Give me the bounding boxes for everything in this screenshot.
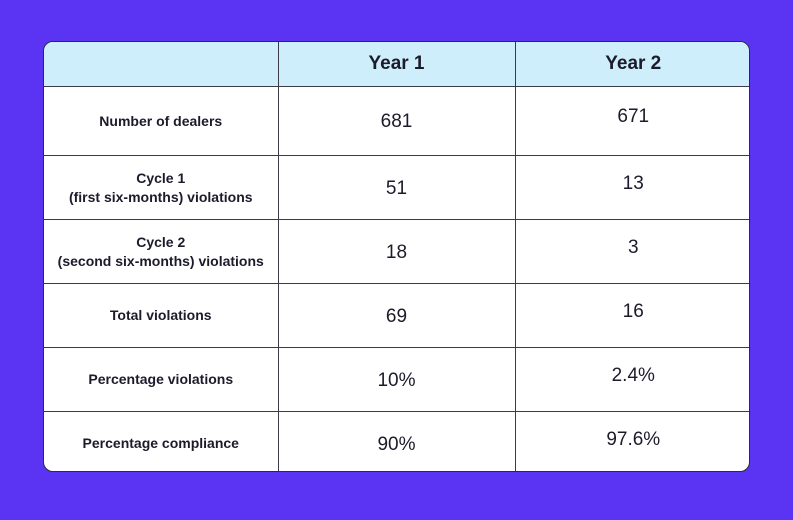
row-label: Percentage violations xyxy=(44,347,279,412)
table-row: Cycle 1 (first six-months) violations 51… xyxy=(44,155,749,220)
row-label-text: Percentage compliance xyxy=(82,435,239,451)
value-text: 69 xyxy=(385,305,408,327)
value-text: 51 xyxy=(385,177,408,199)
table-row: Total violations 69 16 xyxy=(44,283,749,348)
value-cell-year-2: 97.6% xyxy=(514,411,749,471)
row-label-text: Cycle 1 xyxy=(136,169,186,186)
value-text: 13 xyxy=(622,172,644,194)
header-label-cell xyxy=(44,42,279,87)
value-cell-year-1: 69 xyxy=(277,283,516,348)
comparison-table: Year 1 Year 2 Number of dealers 681 671 … xyxy=(44,42,749,471)
value-text: 2.4% xyxy=(611,364,655,386)
value-cell-year-2: 2.4% xyxy=(514,347,749,412)
value-cell-year-2: 671 xyxy=(514,86,749,156)
table-row: Cycle 2 (second six-months) violations 1… xyxy=(44,219,749,284)
value-cell-year-1: 51 xyxy=(277,155,516,220)
value-cell-year-2: 16 xyxy=(514,283,749,348)
value-text: 10% xyxy=(377,369,416,391)
value-text: 671 xyxy=(617,106,650,127)
table-row: Percentage violations 10% 2.4% xyxy=(44,347,749,412)
data-table-card: Year 1 Year 2 Number of dealers 681 671 … xyxy=(43,41,750,472)
row-label-text: Percentage violations xyxy=(88,371,234,387)
value-text: 16 xyxy=(622,300,644,322)
row-label: Cycle 1 (first six-months) violations xyxy=(44,155,279,220)
value-text: 90% xyxy=(377,433,416,455)
header-year-1: Year 1 xyxy=(277,42,516,87)
value-cell-year-1: 90% xyxy=(277,411,516,471)
table-row: Number of dealers 681 671 xyxy=(44,86,749,156)
row-label-text: Cycle 2 xyxy=(136,233,186,250)
value-text: 18 xyxy=(385,241,408,263)
row-label-subtext: (second six-months) violations xyxy=(57,252,264,269)
row-label-subtext: (first six-months) violations xyxy=(68,188,253,205)
value-cell-year-1: 681 xyxy=(277,86,516,156)
table-row: Percentage compliance 90% 97.6% xyxy=(44,411,749,471)
table-header-row: Year 1 Year 2 xyxy=(44,42,749,87)
row-label: Cycle 2 (second six-months) violations xyxy=(44,219,279,284)
row-label: Number of dealers xyxy=(44,86,279,156)
row-label: Total violations xyxy=(44,283,279,348)
value-text: 681 xyxy=(380,111,413,132)
value-text: 97.6% xyxy=(606,428,661,450)
header-year-2: Year 2 xyxy=(514,42,749,87)
row-label-text: Total violations xyxy=(109,307,212,323)
row-label: Percentage compliance xyxy=(44,411,279,471)
value-cell-year-1: 18 xyxy=(277,219,516,284)
value-cell-year-2: 3 xyxy=(514,219,749,284)
value-cell-year-2: 13 xyxy=(514,155,749,220)
row-label-text: Number of dealers xyxy=(99,112,223,129)
value-text: 3 xyxy=(627,236,639,258)
value-cell-year-1: 10% xyxy=(277,347,516,412)
